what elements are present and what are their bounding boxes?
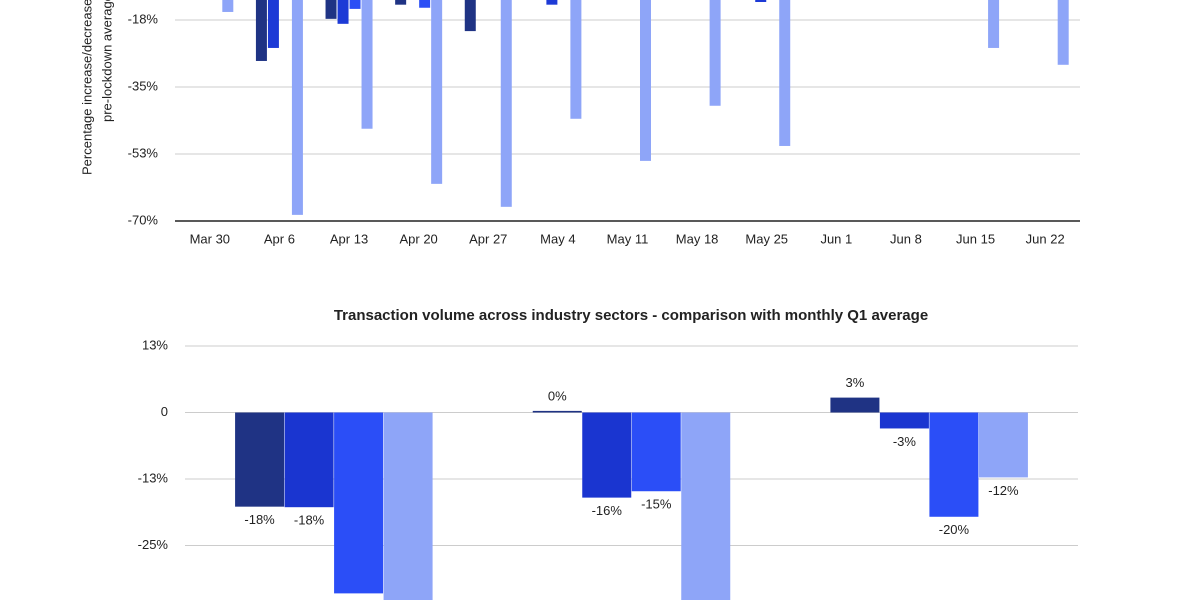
y-tick-label: -35%	[128, 78, 159, 93]
bar	[349, 0, 361, 9]
bar	[361, 0, 373, 129]
y-tick-label: -70%	[128, 212, 159, 227]
bar	[640, 0, 651, 161]
x-tick-label: Apr 13	[330, 231, 368, 246]
x-tick-label: May 11	[607, 231, 649, 246]
bar	[464, 0, 476, 32]
x-tick-label: Jun 1	[820, 231, 852, 246]
bar	[681, 412, 731, 600]
bar	[431, 0, 443, 184]
data-label: -18%	[244, 512, 275, 527]
x-tick-label: May 4	[540, 231, 575, 246]
x-tick-label: Mar 30	[190, 231, 230, 246]
bar	[334, 412, 384, 594]
x-tick-label: Jun 15	[956, 231, 995, 246]
bar	[709, 0, 721, 106]
bar	[325, 0, 337, 19]
bar	[779, 0, 791, 146]
x-tick-label: Apr 6	[264, 231, 295, 246]
data-label: -15%	[641, 497, 672, 512]
bar	[1057, 0, 1069, 65]
data-label: -3%	[893, 434, 917, 449]
bar	[337, 0, 349, 24]
bar	[267, 0, 279, 48]
data-label: -18%	[294, 513, 325, 528]
bar	[570, 0, 582, 119]
bar	[235, 412, 285, 507]
data-label: 3%	[846, 375, 865, 390]
bar	[978, 412, 1028, 478]
y-tick-label: -13%	[138, 470, 169, 485]
x-tick-label: May 18	[676, 231, 719, 246]
bar	[500, 0, 512, 207]
data-label: -12%	[988, 483, 1019, 498]
data-label: -20%	[939, 522, 970, 537]
bar	[879, 412, 929, 429]
x-tick-label: Apr 27	[469, 231, 507, 246]
y-axis-title: pre-lockdown average	[99, 0, 114, 122]
bar	[631, 412, 681, 492]
bar	[255, 0, 267, 61]
bar	[532, 410, 582, 413]
bar	[222, 0, 234, 12]
bar	[383, 412, 433, 600]
bar	[929, 412, 979, 517]
y-tick-label: 13%	[142, 337, 168, 352]
bar	[291, 0, 303, 215]
y-tick-label: -53%	[128, 145, 159, 160]
y-tick-label: -18%	[128, 11, 159, 26]
bar	[419, 0, 431, 8]
x-tick-label: Jun 22	[1026, 231, 1065, 246]
bar	[582, 412, 632, 498]
x-tick-label: Apr 20	[399, 231, 437, 246]
bar	[546, 0, 558, 5]
bar	[395, 0, 407, 5]
y-axis-title: Percentage increase/decrease	[79, 0, 94, 175]
y-tick-label: 0	[161, 404, 168, 419]
bar	[988, 0, 1000, 48]
bar	[755, 0, 767, 3]
x-tick-label: May 25	[745, 231, 788, 246]
y-tick-label: -25%	[138, 537, 169, 552]
x-tick-label: Jun 8	[890, 231, 922, 246]
bar	[830, 397, 880, 413]
bar	[284, 412, 334, 508]
chart-title: Transaction volume across industry secto…	[334, 307, 928, 324]
data-label: -16%	[592, 503, 623, 518]
data-label: 0%	[548, 388, 567, 403]
